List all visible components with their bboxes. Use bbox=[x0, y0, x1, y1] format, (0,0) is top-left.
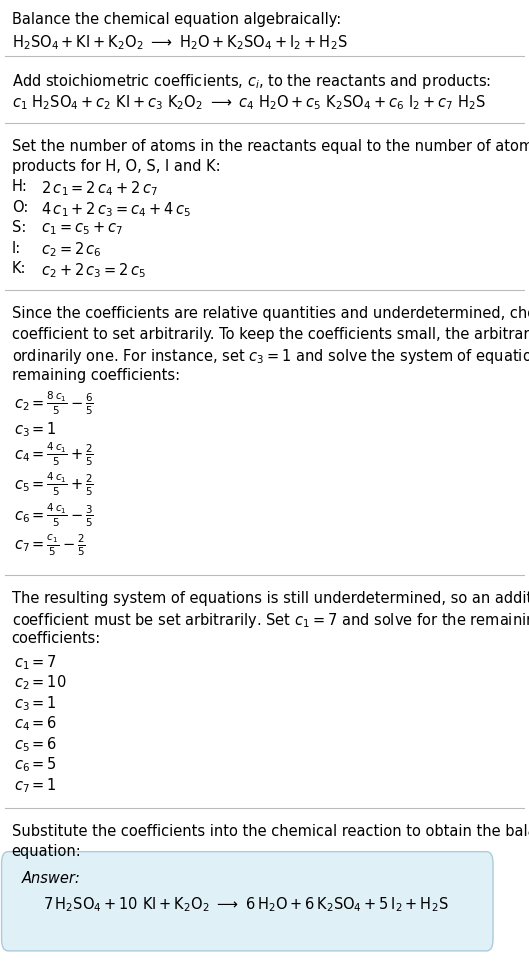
Text: $\mathrm{H_2SO_4 + KI + K_2O_2}$$\ \longrightarrow\ $$\mathrm{H_2O + K_2SO_4 + I: $\mathrm{H_2SO_4 + KI + K_2O_2}$$\ \long… bbox=[12, 33, 347, 52]
Text: Set the number of atoms in the reactants equal to the number of atoms in the: Set the number of atoms in the reactants… bbox=[12, 138, 529, 154]
Text: $c_1\ \mathrm{H_2SO_4} + c_2\ \mathrm{KI} + c_3\ \mathrm{K_2O_2}\ \longrightarro: $c_1\ \mathrm{H_2SO_4} + c_2\ \mathrm{KI… bbox=[12, 94, 486, 112]
Text: $7\,\mathrm{H_2SO_4} + 10\ \mathrm{KI} + \mathrm{K_2O_2}\ \longrightarrow\ 6\,\m: $7\,\mathrm{H_2SO_4} + 10\ \mathrm{KI} +… bbox=[43, 895, 449, 915]
Text: The resulting system of equations is still underdetermined, so an additional: The resulting system of equations is sti… bbox=[12, 590, 529, 606]
Text: Substitute the coefficients into the chemical reaction to obtain the balanced: Substitute the coefficients into the che… bbox=[12, 824, 529, 839]
Text: $c_4 = 6$: $c_4 = 6$ bbox=[14, 715, 58, 733]
Text: Since the coefficients are relative quantities and underdetermined, choose a: Since the coefficients are relative quan… bbox=[12, 306, 529, 321]
Text: coefficient must be set arbitrarily. Set $c_1 = 7$ and solve for the remaining: coefficient must be set arbitrarily. Set… bbox=[12, 611, 529, 630]
Text: O:: O: bbox=[12, 200, 28, 215]
Text: $c_2 = \frac{8\,c_1}{5} - \frac{6}{5}$: $c_2 = \frac{8\,c_1}{5} - \frac{6}{5}$ bbox=[14, 390, 94, 417]
Text: Add stoichiometric coefficients, $c_i$, to the reactants and products:: Add stoichiometric coefficients, $c_i$, … bbox=[12, 72, 491, 92]
Text: $c_7 = \frac{c_1}{5} - \frac{2}{5}$: $c_7 = \frac{c_1}{5} - \frac{2}{5}$ bbox=[14, 533, 86, 558]
Text: Balance the chemical equation algebraically:: Balance the chemical equation algebraica… bbox=[12, 12, 341, 26]
Text: K:: K: bbox=[12, 261, 26, 276]
Text: $c_2 = 2\,c_6$: $c_2 = 2\,c_6$ bbox=[32, 241, 102, 259]
Text: coefficients:: coefficients: bbox=[12, 631, 101, 647]
Text: $c_3 = 1$: $c_3 = 1$ bbox=[14, 694, 57, 713]
Text: equation:: equation: bbox=[12, 844, 81, 859]
Text: $c_6 = \frac{4\,c_1}{5} - \frac{3}{5}$: $c_6 = \frac{4\,c_1}{5} - \frac{3}{5}$ bbox=[14, 502, 94, 529]
Text: products for H, O, S, I and K:: products for H, O, S, I and K: bbox=[12, 159, 220, 174]
Text: H:: H: bbox=[12, 179, 28, 195]
Text: ordinarily one. For instance, set $c_3 = 1$ and solve the system of equations fo: ordinarily one. For instance, set $c_3 =… bbox=[12, 347, 529, 366]
Text: $c_5 = \frac{4\,c_1}{5} + \frac{2}{5}$: $c_5 = \frac{4\,c_1}{5} + \frac{2}{5}$ bbox=[14, 471, 94, 499]
Text: $c_7 = 1$: $c_7 = 1$ bbox=[14, 776, 57, 795]
Text: $c_2 = 10$: $c_2 = 10$ bbox=[14, 674, 67, 693]
Text: S:: S: bbox=[12, 220, 26, 236]
Text: remaining coefficients:: remaining coefficients: bbox=[12, 367, 180, 383]
Text: $c_1 = 7$: $c_1 = 7$ bbox=[14, 654, 57, 672]
Text: $c_2 + 2\,c_3 = 2\,c_5$: $c_2 + 2\,c_3 = 2\,c_5$ bbox=[32, 261, 146, 280]
Text: $c_5 = 6$: $c_5 = 6$ bbox=[14, 735, 58, 754]
Text: $2\,c_1 = 2\,c_4 + 2\,c_7$: $2\,c_1 = 2\,c_4 + 2\,c_7$ bbox=[32, 179, 158, 198]
Text: $c_6 = 5$: $c_6 = 5$ bbox=[14, 756, 57, 774]
Text: I:: I: bbox=[12, 241, 21, 255]
FancyBboxPatch shape bbox=[2, 851, 493, 951]
Text: coefficient to set arbitrarily. To keep the coefficients small, the arbitrary va: coefficient to set arbitrarily. To keep … bbox=[12, 326, 529, 342]
Text: $c_1 = c_5 + c_7$: $c_1 = c_5 + c_7$ bbox=[32, 220, 123, 237]
Text: Answer:: Answer: bbox=[22, 871, 81, 885]
Text: $4\,c_1 + 2\,c_3 = c_4 + 4\,c_5$: $4\,c_1 + 2\,c_3 = c_4 + 4\,c_5$ bbox=[32, 200, 190, 218]
Text: $c_4 = \frac{4\,c_1}{5} + \frac{2}{5}$: $c_4 = \frac{4\,c_1}{5} + \frac{2}{5}$ bbox=[14, 440, 94, 468]
Text: $c_3 = 1$: $c_3 = 1$ bbox=[14, 420, 57, 438]
